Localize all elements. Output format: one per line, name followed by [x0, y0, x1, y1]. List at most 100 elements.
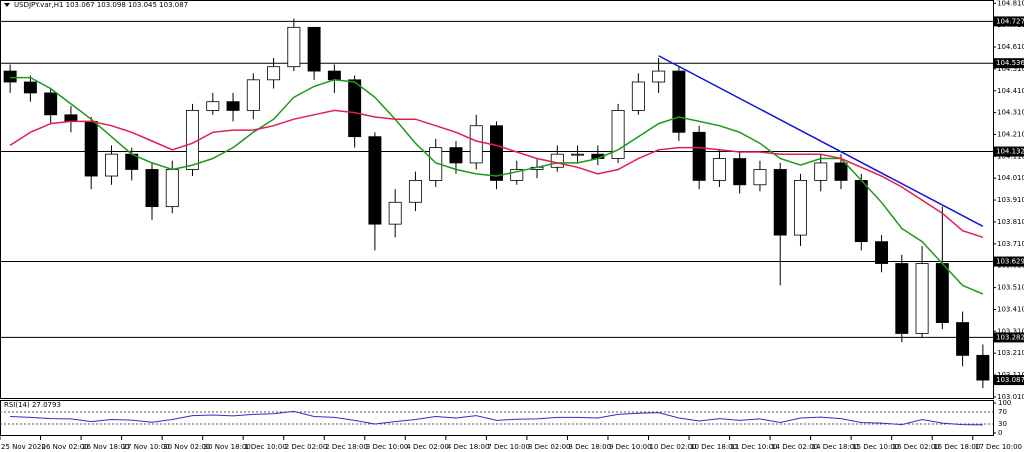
rsi-tick-label: 100: [998, 399, 1011, 407]
level-label-bg: [994, 16, 1024, 27]
x-tick-label: 7 Dec 10:00: [487, 443, 530, 451]
y-tick-label: 103.710: [997, 240, 1024, 248]
candle-body: [854, 180, 868, 243]
candle-body: [23, 81, 37, 94]
x-tick-label: 26 Nov 18:00: [82, 443, 129, 451]
candle-body: [490, 125, 503, 181]
y-tick-label: 103.010: [997, 393, 1024, 401]
x-tick-label: 2 Dec 18:00: [325, 443, 368, 451]
x-tick-label: 26 Nov 02:00: [42, 443, 89, 451]
candle-body: [287, 26, 301, 68]
level-label: 103.282: [996, 333, 1024, 341]
x-tick-label: 16 Dec 02:00: [893, 443, 940, 451]
candle-body: [429, 147, 443, 181]
x-tick-label: 30 Nov 02:00: [163, 443, 210, 451]
rsi-tick-label: 0: [998, 429, 1002, 437]
y-tick-label: 103.210: [997, 349, 1024, 357]
level-label-bg: [994, 58, 1024, 69]
candle-body: [246, 79, 260, 111]
candle-body: [631, 81, 645, 111]
candle-body: [84, 120, 98, 177]
x-tick-label: 3 Dec 10:00: [366, 443, 409, 451]
x-tick-label: 4 Dec 02:00: [406, 443, 449, 451]
trendline: [658, 55, 984, 227]
candle-body: [956, 322, 970, 356]
y-tick-label: 103.510: [997, 284, 1024, 292]
x-tick-label: 14 Dec 18:00: [812, 443, 859, 451]
candle-body: [712, 158, 726, 181]
x-tick-label: 11 Dec 10:00: [731, 443, 778, 451]
level-label: 103.629: [996, 258, 1024, 266]
chart-title: USDJPY.var,H1 103.067 103.098 103.045 10…: [14, 1, 188, 9]
y-tick-label: 104.210: [997, 130, 1024, 138]
x-tick-label: 16 Dec 18:00: [933, 443, 980, 451]
moving-average: [10, 76, 984, 295]
y-tick-label: 104.010: [997, 174, 1024, 182]
y-tick-label: 103.310: [997, 327, 1024, 335]
candle-body: [773, 169, 787, 236]
x-tick-label: 15 Dec 10:00: [852, 443, 899, 451]
level-label: 104.727: [996, 17, 1024, 25]
level-label-bg: [994, 256, 1024, 267]
y-tick-label: 104.510: [997, 65, 1024, 73]
moving-average: [9, 109, 984, 239]
rsi-tick-label: 70: [998, 408, 1007, 416]
candle-body: [976, 354, 990, 381]
candle-body: [672, 70, 686, 133]
candle-body: [834, 162, 848, 181]
candle-body: [267, 66, 281, 81]
candle-body: [165, 169, 179, 208]
candle-body: [935, 263, 949, 323]
last-price-bg: [994, 375, 1024, 386]
x-tick-label: 27 Nov 10:00: [123, 443, 170, 451]
candle-body: [206, 101, 220, 111]
candle-body: [327, 70, 341, 81]
rsi-panel: [0, 400, 994, 436]
rsi-label: RSI(14) 27.0793: [4, 401, 61, 409]
y-tick-label: 103.910: [997, 196, 1024, 204]
x-tick-label: 8 Dec 02:00: [528, 443, 571, 451]
y-tick-label: 104.610: [997, 43, 1024, 51]
level-label: 104.132: [996, 148, 1024, 156]
candle-body: [753, 169, 767, 186]
candle-body: [44, 92, 58, 116]
candle-body: [895, 263, 909, 334]
candle-body: [794, 180, 807, 236]
candle-body: [104, 153, 118, 177]
candle-body: [611, 110, 625, 159]
candle-body: [733, 158, 747, 186]
x-tick-label: 25 Nov 2020: [1, 443, 46, 451]
y-tick-label: 103.810: [997, 218, 1024, 226]
candle-body: [226, 101, 240, 111]
candle-body: [408, 180, 422, 203]
x-tick-label: 9 Dec 10:00: [609, 443, 652, 451]
candle-body: [307, 26, 321, 72]
x-tick-label: 14 Dec 02:00: [771, 443, 818, 451]
main-panel: [0, 0, 994, 399]
candle-body: [449, 147, 463, 164]
candle-body: [3, 70, 17, 83]
x-tick-label: 10 Dec 18:00: [690, 443, 737, 451]
x-tick-label: 30 Nov 18:00: [204, 443, 251, 451]
candle-body: [186, 110, 199, 170]
candle-body: [388, 201, 402, 225]
level-label-bg: [994, 332, 1024, 343]
y-tick-label: 104.410: [997, 87, 1024, 95]
candle-body: [571, 153, 585, 156]
candle-body: [469, 125, 483, 164]
candle-body: [64, 114, 78, 122]
rsi-tick-label: 30: [998, 420, 1007, 428]
y-tick-label: 104.810: [997, 0, 1024, 7]
y-tick-label: 104.310: [997, 109, 1024, 117]
x-tick-label: 10 Dec 02:00: [649, 443, 696, 451]
candle-body: [550, 153, 564, 168]
level-label-bg: [994, 146, 1024, 157]
candle-body: [652, 70, 666, 83]
y-tick-label: 103.110: [997, 371, 1024, 379]
rsi-line: [10, 410, 983, 426]
x-tick-label: 1 Dec 10:00: [244, 443, 287, 451]
last-price-label: 103.087: [996, 376, 1024, 384]
x-tick-label: 4 Dec 18:00: [447, 443, 490, 451]
